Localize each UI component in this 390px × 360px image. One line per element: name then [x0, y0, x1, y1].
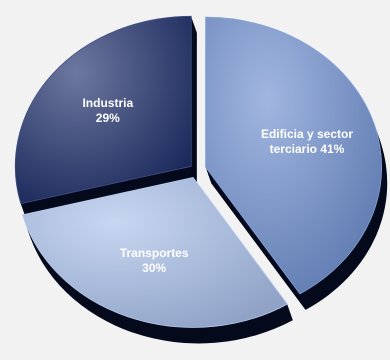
slice-industria [14, 15, 192, 205]
slice-label-line: Transportes [120, 246, 189, 260]
slice-label-line: 30% [142, 261, 166, 275]
slice-transportes [22, 176, 288, 328]
slice-label-line: Industria [82, 96, 133, 110]
slice-label-transportes: Transportes 30% [120, 246, 189, 275]
slice-edificia-y-sector-terciario [205, 16, 382, 295]
slice-label-line: 29% [96, 111, 120, 125]
slice-label-industria: Industria 29% [82, 96, 133, 125]
pie-label-layer: Edificia y sector terciario 41% Transporte… [82, 96, 353, 275]
slice-label-line: terciario 41% [270, 142, 345, 156]
slice-label-edificia-y-sector-terciario: Edificia y sector terciario 41% [261, 127, 353, 156]
pie-top-layer [14, 15, 382, 328]
slice-label-line: Edificia y sector [261, 127, 353, 141]
